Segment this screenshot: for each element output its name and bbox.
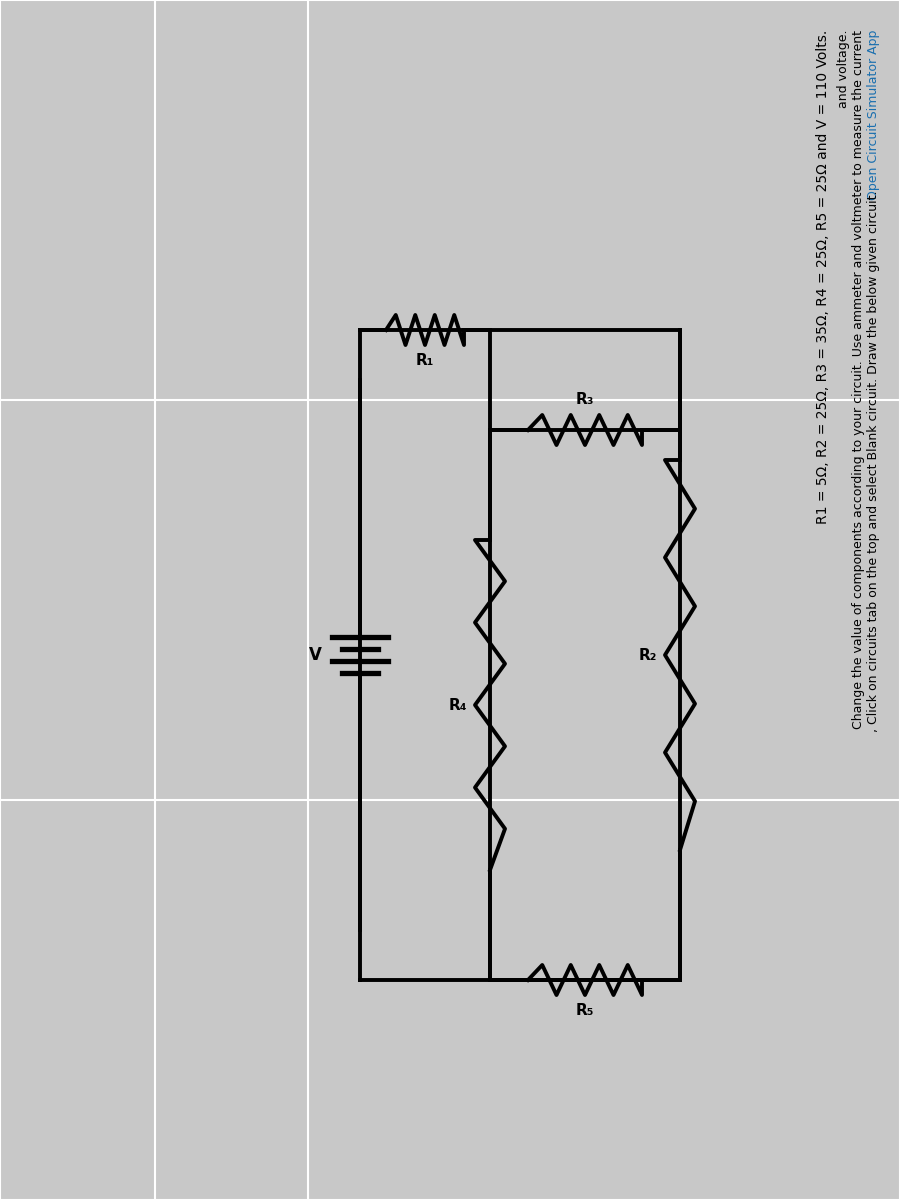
Text: Open Circuit Simulator App: Open Circuit Simulator App	[867, 30, 880, 200]
Text: R₂: R₂	[639, 648, 657, 662]
Text: , Click on circuits tab on the top and select Blank circuit. Draw the below give: , Click on circuits tab on the top and s…	[867, 190, 880, 732]
Text: R₄: R₄	[448, 697, 467, 713]
Text: R₃: R₃	[576, 392, 594, 407]
Text: Change the value of components according to your circuit. Use ammeter and voltme: Change the value of components according…	[852, 30, 865, 728]
Text: and voltage.: and voltage.	[837, 30, 850, 108]
Text: R₁: R₁	[416, 353, 434, 368]
Text: V: V	[309, 646, 322, 664]
Text: R₅: R₅	[576, 1003, 594, 1018]
Text: R1 = 5Ω, R2 = 25Ω, R3 = 35Ω, R4 = 25Ω, R5 = 25Ω and V = 110 Volts.: R1 = 5Ω, R2 = 25Ω, R3 = 35Ω, R4 = 25Ω, R…	[816, 30, 830, 524]
